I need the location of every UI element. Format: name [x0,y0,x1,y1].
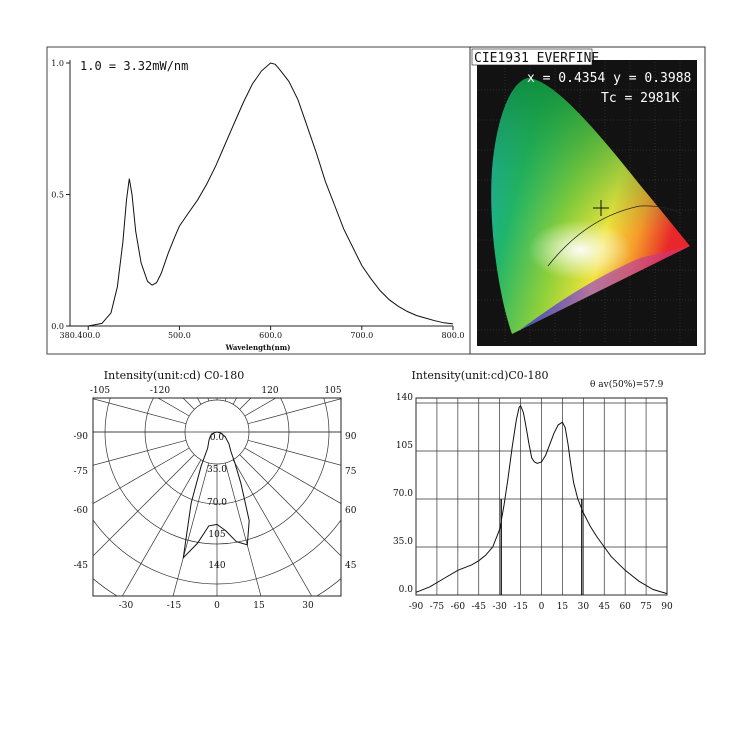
cartesian-x-tick-label: 60 [619,602,631,612]
polar-intensity-curve [182,431,250,560]
cie-planckian-locus [547,205,683,267]
polar-title: Intensity(unit:cd) C0-180 [104,369,244,382]
polar-radial-label: 105 [208,530,225,540]
cartesian-x-tick-label: -75 [430,602,445,612]
spectrum-frame [46,46,471,355]
polar-angle-label: -120 [150,386,170,396]
cartesian-intensity-curve [415,404,668,595]
cie-white-region [528,220,632,280]
cie-marked-point [593,200,609,216]
cartesian-y-tick-label: 70.0 [393,489,413,499]
polar-angle-label: 60 [345,506,357,516]
polar-angle-label: -30 [119,601,134,611]
cartesian-x-tick-label: -90 [409,602,424,612]
polar-angle-label: -60 [74,506,89,516]
cartesian-x-tick-label: 90 [661,602,673,612]
cartesian-y-tick-label: 140 [396,393,413,403]
polar-radial-label: 35.0 [207,465,227,475]
spectrum-y-tick-label: 1.0 [51,59,64,68]
polar-grid-lines [93,398,341,596]
polar-angle-label: 15 [253,601,265,611]
cartesian-x-tick-label: 75 [640,602,652,612]
cartesian-x-tick-label: 15 [557,602,569,612]
polar-angle-label: -105 [90,386,110,396]
spectrum-y-tick-label: 0.5 [51,191,64,200]
polar-angle-label: -75 [74,467,89,477]
cartesian-intensity-chart: Intensity(unit:cd)C0-180 θ av(50%)=57.9 … [393,369,673,612]
cartesian-x-tick-label: 45 [599,602,611,612]
polar-angle-label: 0 [214,601,220,611]
spectrum-x-tick-label: 500.0 [168,331,191,340]
polar-radial-label: 0.0 [210,433,225,443]
cie-chromaticity-chart: CIE1931 EVERFINE x = 0.4354 y = 0.3988 T… [469,46,706,355]
cie-xy-readout: x = 0.4354 y = 0.3988 [527,71,691,86]
cartesian-x-tick-label: 0 [539,602,545,612]
spectrum-x-tick-label: 380.400.0 [60,331,101,340]
cie-title: CIE1931 EVERFINE [474,51,599,66]
polar-intensity-chart: Intensity(unit:cd) C0-180 0.0 35.0 70.0 105… [74,369,357,611]
cartesian-y-tick-label: 105 [396,441,413,451]
polar-angle-label: 105 [324,386,341,396]
cie-purple-region [512,246,690,334]
polar-angle-label: 90 [345,432,357,442]
spectrum-curve [70,62,454,327]
polar-radial-label: 140 [208,561,225,571]
polar-angle-label: 30 [302,601,314,611]
spectrum-x-tick-label: 800.0 [442,331,465,340]
spectrum-x-axis-label: Wavelength(nm) [225,343,291,352]
cartesian-y-tick-label: 35.0 [393,537,413,547]
polar-angle-label: -45 [74,561,89,571]
spectrum-y-tick-label: 0.0 [51,322,64,331]
cie-title-box [471,48,593,66]
cartesian-title: Intensity(unit:cd)C0-180 [412,369,549,382]
cartesian-x-tick-label: -30 [492,602,507,612]
polar-angle-label: -90 [74,432,89,442]
cartesian-x-tick-label: -45 [472,602,487,612]
polar-angle-label: -15 [167,601,182,611]
cartesian-x-tick-label: -60 [451,602,466,612]
cartesian-beam-angle-annotation: θ av(50%)=57.9 [590,379,664,390]
polar-angle-label: 45 [345,561,357,571]
spectrum-x-tick-label: 600.0 [259,331,282,340]
spectrum-chart: 0.00.51.0 380.400.0 500.0 600.0 700.0 800.0 … [46,46,471,355]
polar-angle-label: 75 [345,467,357,477]
cartesian-y-tick-label: 0.0 [399,585,414,595]
polar-radial-label: 70.0 [207,498,227,508]
cartesian-x-tick-label: -15 [513,602,528,612]
cartesian-x-tick-label: 30 [578,602,590,612]
spectrum-x-tick-label: 700.0 [350,331,373,340]
polar-angle-label: 120 [261,386,278,396]
cie-cct-readout: Tc = 2981K [601,91,679,106]
spectrum-scale-annotation: 1.0 = 3.32mW/nm [80,59,188,73]
